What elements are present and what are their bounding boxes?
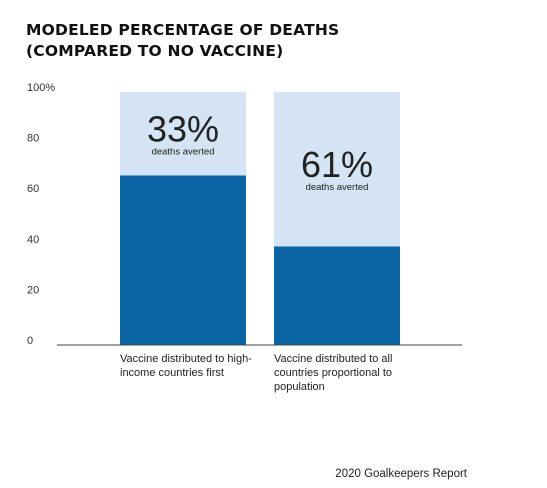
bar-segment-0-1 [120, 92, 246, 176]
y-tick-label: 20 [27, 284, 39, 296]
y-tick-label: 80 [27, 133, 39, 145]
chart-title-line-2: (COMPARED TO NO VACCINE) [26, 42, 284, 60]
y-tick-label: 0 [27, 335, 33, 347]
value-sublabel-0: deaths averted [152, 147, 215, 158]
x-category-label-line: population [274, 381, 325, 393]
x-category-label-line: Vaccine distributed to all [274, 353, 393, 365]
bar-segment-0-0 [120, 175, 246, 345]
value-label-1: 61% [301, 144, 373, 185]
chart-title-line-1: MODELED PERCENTAGE OF DEATHS [26, 21, 340, 39]
y-tick-label: 60 [27, 183, 39, 195]
x-category-label-line: income countries first [120, 367, 224, 379]
y-tick-label: 40 [27, 234, 39, 246]
x-category-label-1: Vaccine distributed to all countries prop… [274, 352, 424, 394]
source-credit: 2020 Goalkeepers Report [335, 468, 467, 480]
y-axis: 0 20 40 60 80 100% [27, 82, 55, 347]
bar-segment-1-0 [274, 246, 400, 345]
value-sublabel-1: deaths averted [306, 182, 369, 193]
bar-segment-1-1 [274, 92, 400, 247]
y-tick-label: 100% [27, 82, 55, 94]
x-category-label-line: countries proportional to [274, 367, 393, 379]
bar-annotations: 33%deaths averted 61%deaths averted [147, 109, 373, 193]
value-label-0: 33% [147, 109, 219, 150]
bars [120, 92, 400, 345]
chart-title: MODELED PERCENTAGE OF DEATHS (COMPARED T… [26, 20, 339, 62]
x-category-label-0: Vaccine distributed to high-income count… [120, 352, 270, 380]
x-category-label-line: Vaccine distributed to high- [120, 353, 252, 365]
